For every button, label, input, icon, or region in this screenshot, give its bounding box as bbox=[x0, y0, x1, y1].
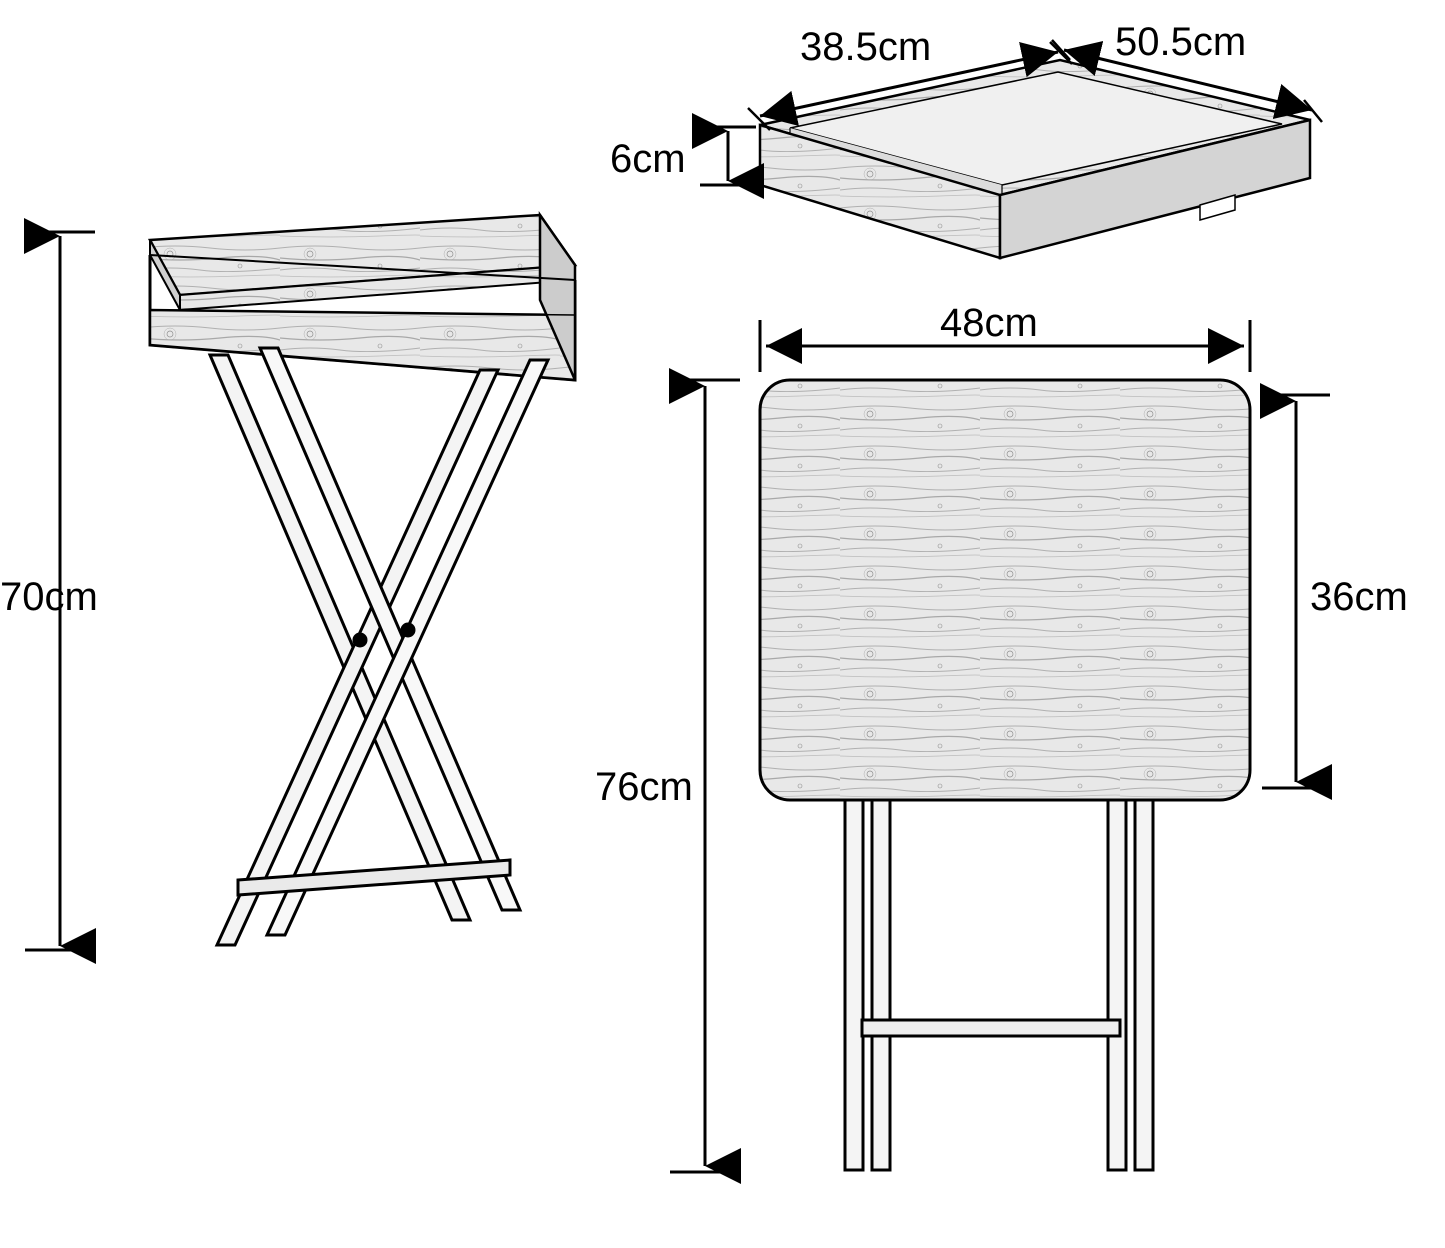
dim-76cm: 76cm bbox=[595, 380, 740, 1172]
dimension-diagram: 70cm 38.5cm 50.5cm bbox=[0, 0, 1445, 1248]
dim-6cm: 6cm bbox=[610, 127, 756, 185]
dim-48cm: 48cm bbox=[760, 301, 1250, 372]
dim-70cm: 70cm bbox=[0, 232, 98, 950]
label-48cm: 48cm bbox=[940, 301, 1038, 345]
label-70cm: 70cm bbox=[0, 575, 98, 619]
label-38-5cm: 38.5cm bbox=[800, 25, 931, 69]
tray-view: 38.5cm 50.5cm 6cm bbox=[610, 20, 1322, 258]
label-6cm: 6cm bbox=[610, 137, 686, 181]
label-50-5cm: 50.5cm bbox=[1115, 20, 1246, 64]
label-76cm: 76cm bbox=[595, 765, 693, 809]
folded-stand-view: 48cm 76cm 36cm bbox=[595, 301, 1408, 1172]
label-36cm: 36cm bbox=[1310, 575, 1408, 619]
assembled-table-view: 70cm bbox=[0, 215, 575, 950]
dim-36cm: 36cm bbox=[1262, 395, 1408, 788]
